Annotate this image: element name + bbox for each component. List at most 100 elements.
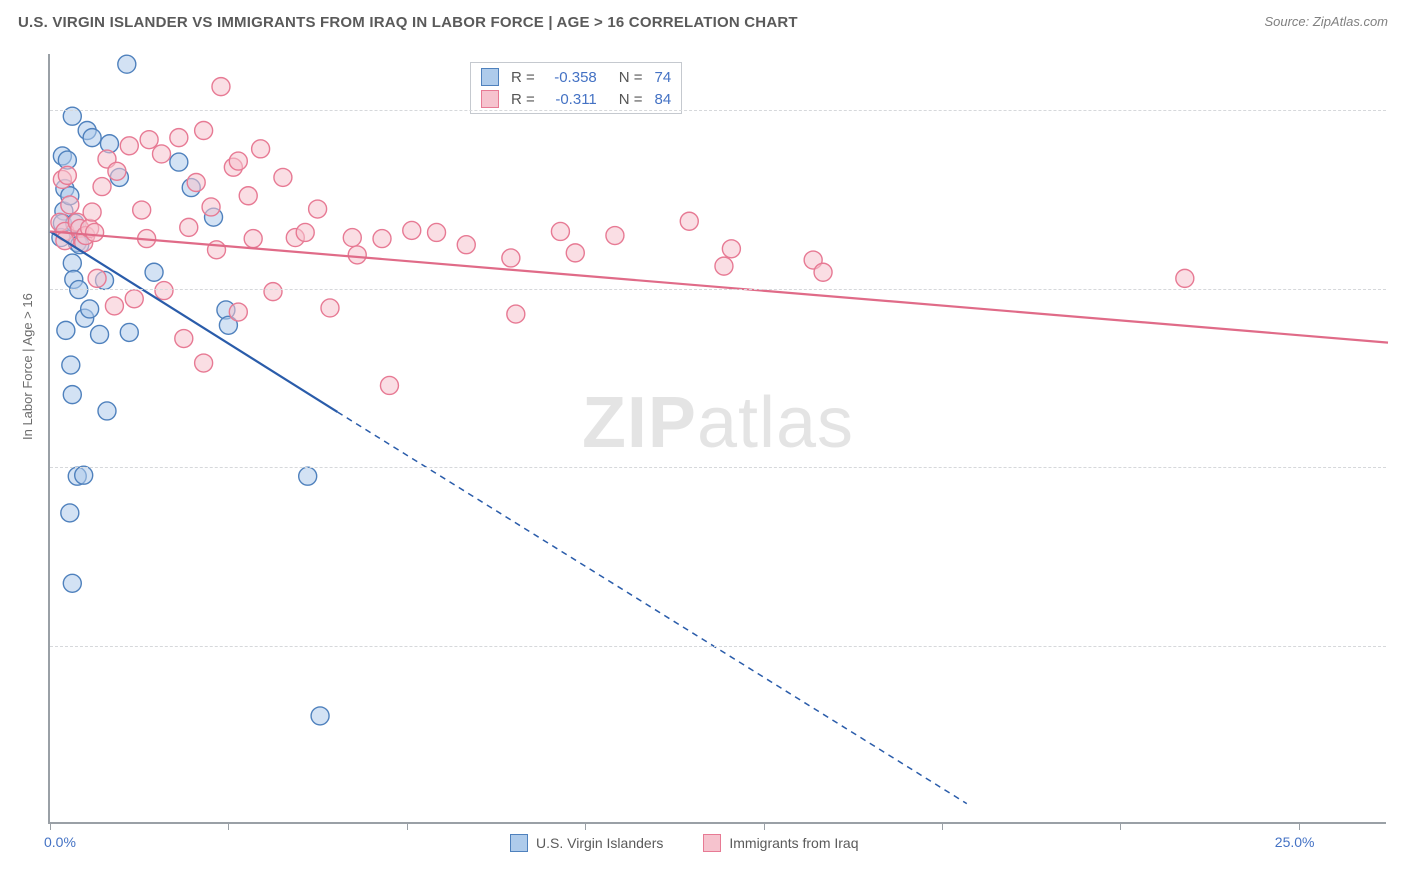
data-point	[133, 201, 151, 219]
data-point	[403, 221, 421, 239]
scatter-svg	[50, 54, 1386, 822]
data-point	[155, 282, 173, 300]
source-label: Source: ZipAtlas.com	[1264, 14, 1388, 29]
trend-line-dashed	[337, 412, 966, 804]
legend-item-series1: U.S. Virgin Islanders	[510, 834, 663, 852]
x-tick	[764, 822, 765, 830]
data-point	[606, 227, 624, 245]
data-point	[62, 356, 80, 374]
data-point	[75, 466, 93, 484]
data-point	[195, 121, 213, 139]
data-point	[208, 241, 226, 259]
data-point	[229, 152, 247, 170]
data-point	[264, 283, 282, 301]
data-point	[274, 168, 292, 186]
data-point	[118, 55, 136, 73]
data-point	[86, 223, 104, 241]
data-point	[63, 254, 81, 272]
data-point	[680, 212, 698, 230]
x-tick-label: 0.0%	[44, 834, 76, 850]
data-point	[58, 166, 76, 184]
data-point	[814, 263, 832, 281]
legend-label-series2: Immigrants from Iraq	[729, 835, 858, 851]
data-point	[299, 467, 317, 485]
data-point	[98, 402, 116, 420]
swatch-series1	[481, 68, 499, 86]
data-point	[120, 137, 138, 155]
x-tick-label: 25.0%	[1275, 834, 1315, 850]
data-point	[239, 187, 257, 205]
data-point	[428, 223, 446, 241]
data-point	[63, 386, 81, 404]
data-point	[502, 249, 520, 267]
data-point	[321, 299, 339, 317]
data-point	[380, 376, 398, 394]
data-point	[195, 354, 213, 372]
y-tick-label: 62.5%	[1392, 281, 1406, 297]
y-axis-label: In Labor Force | Age > 16	[20, 293, 35, 440]
data-point	[61, 196, 79, 214]
data-point	[348, 246, 366, 264]
data-point	[93, 178, 111, 196]
data-point	[170, 129, 188, 147]
data-point	[244, 230, 262, 248]
legend-correlation: R = -0.358 N = 74 R = -0.311 N = 84	[470, 62, 682, 114]
data-point	[175, 330, 193, 348]
data-point	[187, 174, 205, 192]
data-point	[311, 707, 329, 725]
swatch-series2	[481, 90, 499, 108]
data-point	[153, 145, 171, 163]
data-point	[343, 229, 361, 247]
gridline-h	[50, 646, 1386, 647]
data-point	[57, 321, 75, 339]
x-tick	[228, 822, 229, 830]
x-tick	[50, 822, 51, 830]
data-point	[566, 244, 584, 262]
data-point	[722, 240, 740, 258]
data-point	[88, 269, 106, 287]
legend-label-series1: U.S. Virgin Islanders	[536, 835, 663, 851]
data-point	[373, 230, 391, 248]
data-point	[83, 129, 101, 147]
data-point	[70, 281, 88, 299]
gridline-h	[50, 467, 1386, 468]
x-tick	[1299, 822, 1300, 830]
x-tick	[1120, 822, 1121, 830]
legend-row-series1: R = -0.358 N = 74	[481, 66, 671, 88]
data-point	[202, 198, 220, 216]
data-point	[125, 290, 143, 308]
chart-title: U.S. VIRGIN ISLANDER VS IMMIGRANTS FROM …	[18, 14, 798, 31]
data-point	[81, 300, 99, 318]
y-tick-label: 80.0%	[1392, 102, 1406, 118]
data-point	[715, 257, 733, 275]
gridline-h	[50, 110, 1386, 111]
data-point	[61, 504, 79, 522]
y-tick-label: 45.0%	[1392, 459, 1406, 475]
x-tick	[407, 822, 408, 830]
legend-item-series2: Immigrants from Iraq	[703, 834, 858, 852]
data-point	[91, 325, 109, 343]
data-point	[229, 303, 247, 321]
x-tick	[942, 822, 943, 830]
swatch-bottom-series2	[703, 834, 721, 852]
data-point	[212, 78, 230, 96]
data-point	[108, 162, 126, 180]
gridline-h	[50, 289, 1386, 290]
data-point	[457, 236, 475, 254]
data-point	[507, 305, 525, 323]
data-point	[170, 153, 188, 171]
data-point	[296, 223, 314, 241]
data-point	[140, 131, 158, 149]
data-point	[180, 218, 198, 236]
data-point	[120, 323, 138, 341]
swatch-bottom-series1	[510, 834, 528, 852]
legend-row-series2: R = -0.311 N = 84	[481, 88, 671, 110]
legend-series: U.S. Virgin Islanders Immigrants from Ir…	[510, 834, 859, 852]
data-point	[105, 297, 123, 315]
data-point	[145, 263, 163, 281]
data-point	[252, 140, 270, 158]
data-point	[551, 222, 569, 240]
x-tick	[585, 822, 586, 830]
data-point	[309, 200, 327, 218]
y-tick-label: 27.5%	[1392, 638, 1406, 654]
